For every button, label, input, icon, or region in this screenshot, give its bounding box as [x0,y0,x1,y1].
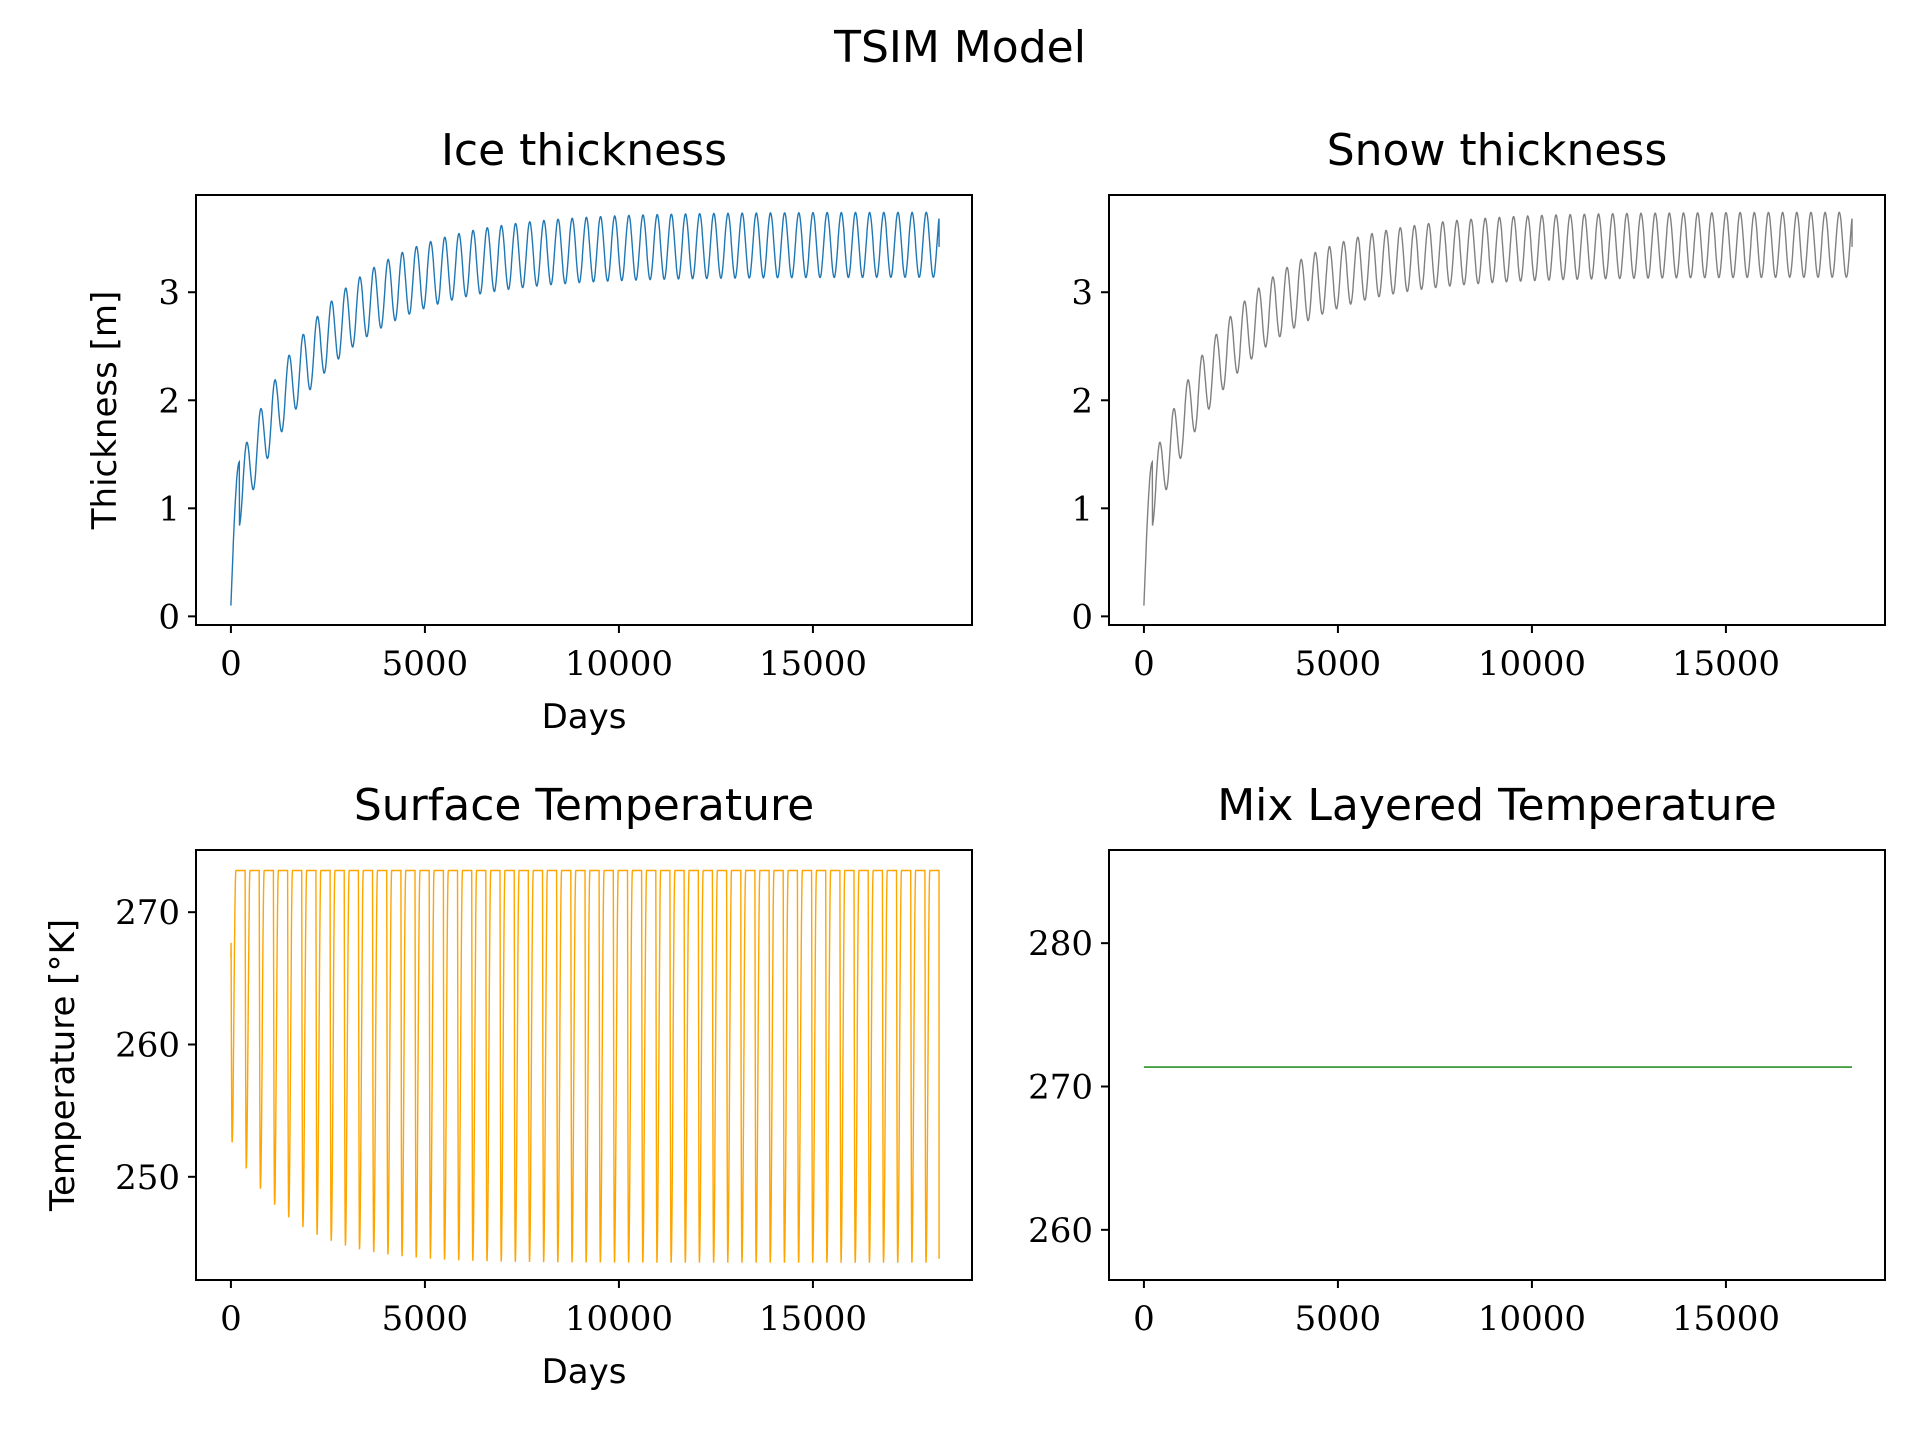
x-tick-label-surface-2: 10000 [565,1299,673,1339]
x-tick-label-surface-1: 5000 [382,1299,469,1339]
x-tick-label-snow-3: 15000 [1672,644,1780,684]
panel-surface: Surface Temperature 0 5000 10000 15000 250 260… [43,780,973,1392]
y-tick-label-mix-1: 270 [1028,1068,1093,1108]
y-tick-label-ice-1: 1 [158,489,180,529]
series-line-surface-0 [230,869,940,1263]
x-tick-label-surface-3: 15000 [759,1299,867,1339]
y-tick-label-ice-0: 0 [158,597,180,637]
panel-ice: Ice thickness 0 5000 10000 15000 0 1 2 3 Days Thic… [85,125,973,737]
figure-suptitle: TSIM Model [833,22,1086,73]
y-tick-label-ice-3: 3 [158,273,180,313]
x-tick-label-mix-2: 10000 [1478,1299,1586,1339]
x-tick-label-surface-0: 0 [220,1299,242,1339]
y-tick-label-snow-2: 2 [1071,381,1093,421]
y-tick-label-surface-2: 270 [115,893,180,933]
series-line-snow-0 [1143,211,1853,606]
panel-title-snow: Snow thickness [1327,125,1668,176]
axes-frame-mix [1108,849,1886,1281]
x-tick-label-snow-1: 5000 [1295,644,1382,684]
panel-title-mix: Mix Layered Temperature [1217,780,1777,831]
series-line-ice-0 [230,211,940,606]
x-tick-label-ice-3: 15000 [759,644,867,684]
x-tick-label-snow-0: 0 [1133,644,1155,684]
x-tick-label-ice-1: 5000 [382,644,469,684]
y-axis-label-ice: Thickness [m] [85,291,125,531]
y-tick-label-snow-3: 3 [1071,273,1093,313]
y-tick-label-mix-2: 280 [1028,924,1093,964]
y-axis-label-surface: Temperature [°K] [43,919,83,1212]
x-tick-label-ice-0: 0 [220,644,242,684]
y-tick-label-surface-0: 250 [115,1158,180,1198]
panel-title-surface: Surface Temperature [354,780,814,831]
panel-title-ice: Ice thickness [441,125,727,176]
x-tick-label-mix-3: 15000 [1672,1299,1780,1339]
x-tick-label-mix-0: 0 [1133,1299,1155,1339]
axes-frame-ice [195,194,973,626]
x-tick-label-snow-2: 10000 [1478,644,1586,684]
y-tick-label-snow-0: 0 [1071,597,1093,637]
axes-frame-snow [1108,194,1886,626]
y-tick-label-surface-1: 260 [115,1025,180,1065]
axes-frame-surface [195,849,973,1281]
panel-snow: Snow thickness 0 5000 10000 15000 0 1 2 3 [1071,125,1886,684]
y-tick-label-snow-1: 1 [1071,489,1093,529]
x-tick-label-mix-1: 5000 [1295,1299,1382,1339]
y-tick-label-ice-2: 2 [158,381,180,421]
panel-mix: Mix Layered Temperature 0 5000 10000 15000 26… [1028,780,1886,1339]
x-axis-label-surface: Days [542,1352,627,1392]
x-tick-label-ice-2: 10000 [565,644,673,684]
y-tick-label-mix-0: 260 [1028,1211,1093,1251]
x-axis-label-ice: Days [542,697,627,737]
